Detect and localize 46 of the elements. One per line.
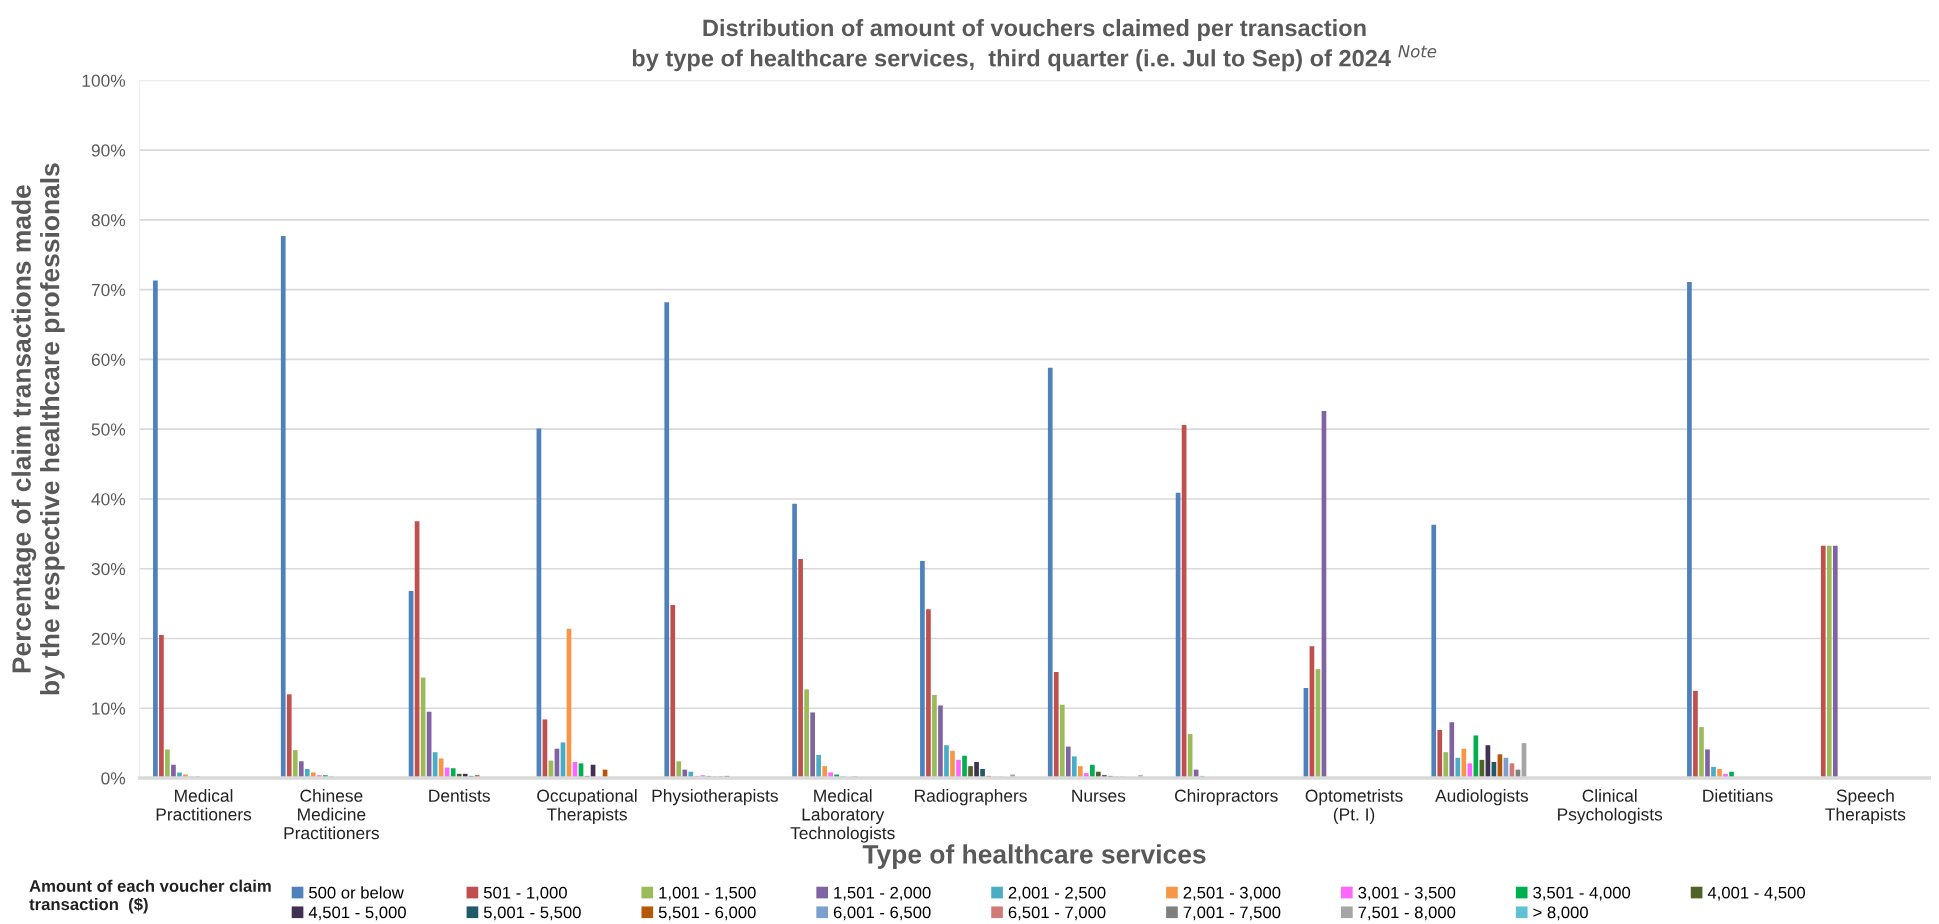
x-tick-label: Audiologists (1435, 789, 1529, 806)
y-axis-title: Percentage of claim transactions made by the respective healthcare professionals (11, 163, 65, 695)
legend-label: 7,501 - 8,000 (1358, 906, 1456, 921)
legend-label: 501 - 1,000 (483, 886, 567, 901)
legend-label: 6,501 - 7,000 (1008, 906, 1106, 921)
legend-label: 5,501 - 6,000 (658, 906, 756, 921)
x-tick-label: Physiotherapists (652, 789, 778, 806)
legend-label: > 8,000 (1533, 906, 1588, 921)
legend-title: Amount of each voucher claim transaction ($) (29, 879, 271, 914)
legend-label: 1,501 - 2,000 (834, 886, 931, 901)
y-tick-label: 20% (91, 632, 126, 645)
y-tick-label: 30% (91, 562, 126, 576)
y-tick-label: 60% (91, 353, 126, 366)
legend-label: 4,501 - 5,000 (308, 906, 406, 921)
chart-title: Distribution of amount of vouchers claimed per transaction by type of healthcare services, third quarter (i.e. Jul to Sep) of 2024 $^{Note}$ (632, 18, 1437, 72)
legend-label: 5,001 - 5,500 (483, 906, 581, 921)
legend-label: 2,501 - 3,000 (1183, 886, 1281, 901)
x-tick-label: Medical Laboratory Technologists (790, 789, 895, 843)
x-tick-label: Dietitians (1703, 789, 1773, 802)
y-tick-label: 10% (92, 702, 126, 715)
x-axis-title: Type of healthcare services (862, 844, 1206, 869)
x-tick-label: Radiographers (915, 789, 1027, 806)
x-tick-label: Clinical Psychologists (1558, 789, 1663, 824)
y-tick-label: 50% (91, 423, 126, 436)
y-tick-label: 70% (91, 283, 126, 297)
x-tick-label: Speech Therapists (1825, 789, 1906, 824)
legend-label: 7,001 - 7,500 (1183, 906, 1281, 921)
x-tick-label: Medical Practitioners (156, 789, 252, 821)
x-tick-label: Nurses (1072, 789, 1126, 802)
legend-label: 6,001 - 6,500 (833, 906, 931, 921)
legend-label: 3,501 - 4,000 (1533, 886, 1631, 901)
y-tick-label: 90% (91, 144, 126, 157)
x-tick-label: Occupational Therapists (537, 789, 637, 824)
y-tick-label: 100% (82, 74, 126, 87)
legend-label: 4,001 - 4,500 (1707, 886, 1805, 901)
x-tick-label: Optometrists (Pt. I) (1305, 789, 1403, 824)
legend-label: 3,001 - 3,500 (1358, 886, 1456, 901)
y-tick-label: 0% (101, 772, 126, 785)
legend-label: 1,001 - 1,500 (659, 886, 756, 901)
x-tick-label: Chinese Medicine Practitioners (284, 789, 379, 840)
x-tick-label: Dentists (429, 789, 490, 802)
y-tick-label: 80% (91, 214, 126, 227)
y-tick-label: 40% (91, 493, 126, 506)
x-tick-label: Chiropractors (1174, 789, 1278, 806)
legend-label: 2,001 - 2,500 (1008, 886, 1106, 901)
legend-label: 500 or below (309, 886, 404, 899)
